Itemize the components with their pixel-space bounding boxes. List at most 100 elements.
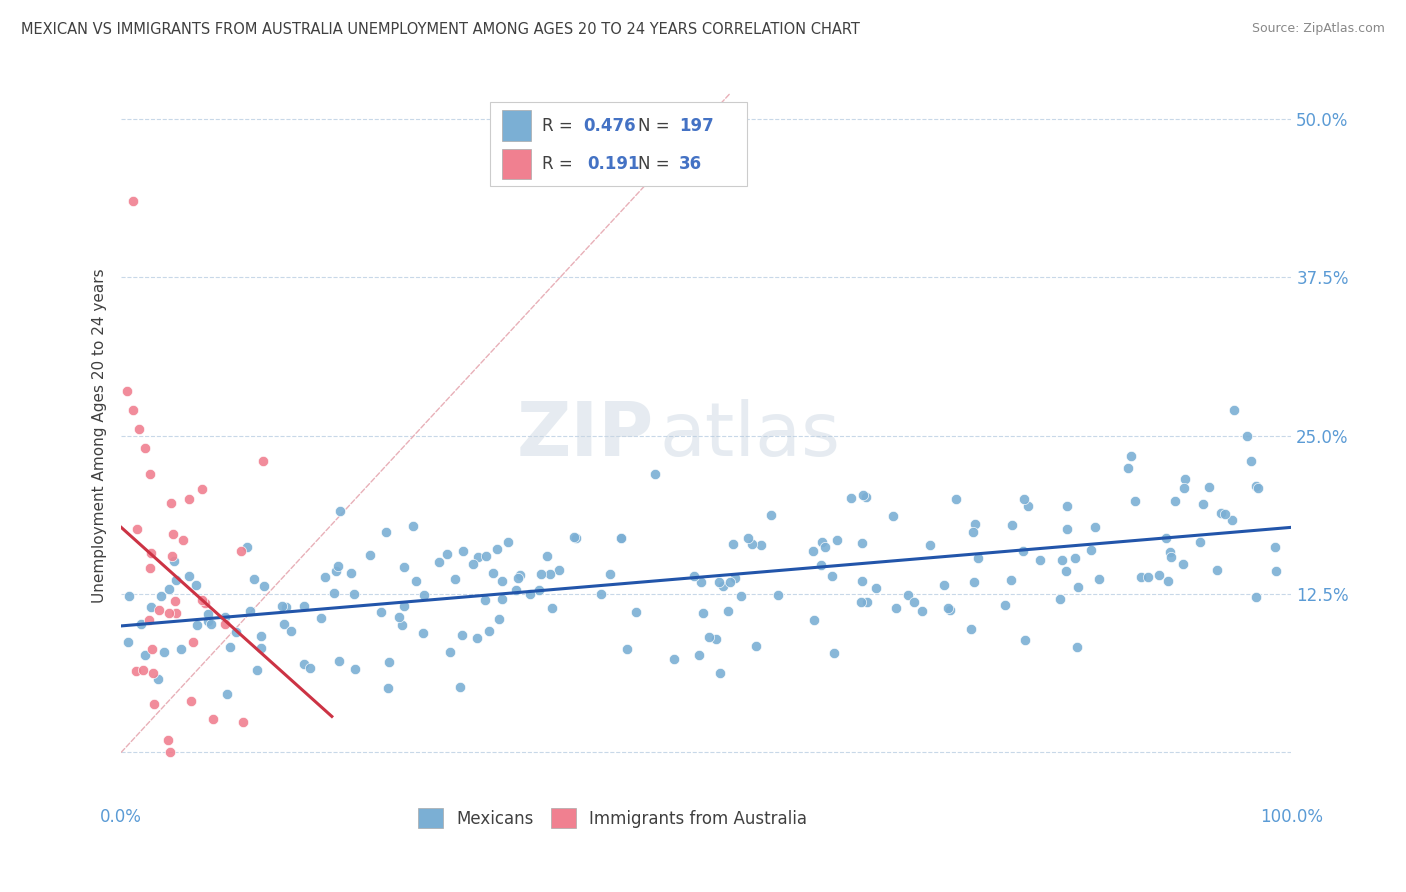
Point: [413, 588, 436, 602]
Point: [475, 549, 498, 563]
Point: [465, 631, 488, 645]
Point: [181, 635, 204, 649]
Point: [412, 626, 434, 640]
Point: [536, 549, 558, 564]
Point: [394, 559, 416, 574]
Point: [644, 467, 666, 481]
Point: [886, 600, 908, 615]
Point: [749, 538, 772, 552]
Point: [849, 594, 872, 608]
Point: [903, 595, 925, 609]
Text: 36: 36: [679, 155, 703, 173]
Point: [994, 599, 1017, 613]
Point: [527, 582, 550, 597]
Point: [1157, 574, 1180, 588]
Point: [530, 566, 553, 581]
Point: [139, 600, 162, 615]
Point: [246, 663, 269, 677]
Point: [616, 642, 638, 657]
Point: [1001, 518, 1024, 533]
Point: [115, 384, 138, 399]
Point: [1159, 545, 1181, 559]
Point: [325, 564, 347, 578]
Point: [197, 607, 219, 621]
Point: [343, 662, 366, 676]
FancyBboxPatch shape: [502, 149, 530, 179]
Point: [911, 604, 934, 618]
Point: [509, 567, 531, 582]
Point: [918, 538, 941, 552]
Point: [538, 566, 561, 581]
Point: [1017, 499, 1039, 513]
Point: [250, 641, 273, 656]
Point: [488, 612, 510, 626]
Point: [711, 579, 734, 593]
Point: [741, 537, 763, 551]
Point: [688, 648, 710, 662]
Point: [157, 607, 180, 621]
Point: [427, 555, 450, 569]
Point: [1236, 428, 1258, 442]
Point: [683, 568, 706, 582]
Point: [824, 646, 846, 660]
Point: [405, 574, 427, 588]
Point: [1198, 480, 1220, 494]
Point: [1056, 499, 1078, 513]
Point: [474, 593, 496, 607]
Text: ZIP: ZIP: [516, 400, 654, 472]
Point: [1014, 633, 1036, 648]
Point: [766, 588, 789, 602]
Point: [717, 604, 740, 618]
Point: [141, 642, 163, 657]
Point: [932, 578, 955, 592]
Point: [491, 574, 513, 588]
Y-axis label: Unemployment Among Ages 20 to 24 years: Unemployment Among Ages 20 to 24 years: [93, 268, 107, 603]
Point: [801, 543, 824, 558]
Point: [548, 563, 571, 577]
Point: [1056, 522, 1078, 536]
Point: [243, 572, 266, 586]
Point: [718, 575, 741, 590]
Point: [339, 566, 361, 580]
Point: [343, 587, 366, 601]
Point: [451, 544, 474, 558]
Point: [565, 532, 588, 546]
Point: [825, 533, 848, 547]
Point: [375, 525, 398, 540]
Point: [1244, 479, 1267, 493]
Point: [959, 623, 981, 637]
Point: [737, 531, 759, 545]
Point: [451, 628, 474, 642]
Point: [1264, 541, 1286, 555]
Point: [1240, 454, 1263, 468]
Point: [610, 531, 633, 545]
Point: [402, 519, 425, 533]
Point: [1000, 573, 1022, 587]
Point: [236, 540, 259, 554]
Point: [599, 566, 621, 581]
Point: [1206, 563, 1229, 577]
Point: [759, 508, 782, 523]
Point: [165, 573, 187, 587]
Text: 197: 197: [679, 117, 714, 135]
Point: [1050, 553, 1073, 567]
Point: [127, 522, 149, 536]
Point: [328, 504, 350, 518]
Point: [150, 589, 173, 603]
Point: [936, 600, 959, 615]
Text: N =: N =: [638, 155, 675, 173]
Point: [851, 488, 873, 502]
Point: [730, 590, 752, 604]
Point: [252, 454, 274, 468]
Point: [962, 524, 984, 539]
Point: [519, 587, 541, 601]
Point: [160, 496, 183, 510]
Point: [491, 592, 513, 607]
Point: [506, 571, 529, 585]
Point: [610, 531, 633, 545]
Point: [1220, 512, 1243, 526]
Point: [328, 654, 350, 668]
Point: [1064, 550, 1087, 565]
Point: [125, 664, 148, 678]
Point: [250, 629, 273, 643]
